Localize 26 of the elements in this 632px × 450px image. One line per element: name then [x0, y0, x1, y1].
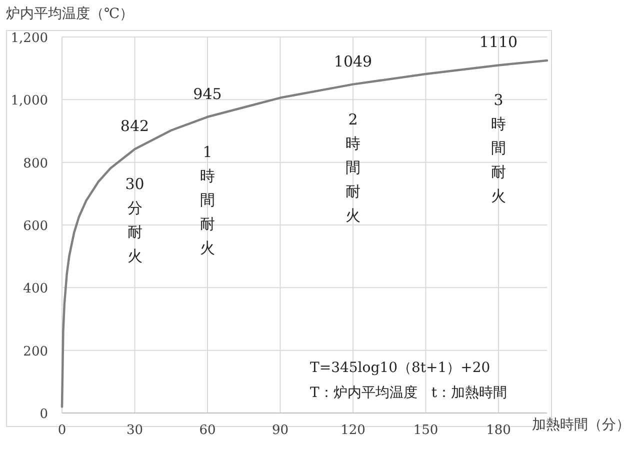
- annotation: 30分耐火: [125, 175, 144, 266]
- x-tick-label: 0: [58, 423, 66, 438]
- x-tick-label: 60: [199, 423, 216, 438]
- y-axis-title: 炉内平均温度（℃）: [6, 6, 134, 22]
- x-tick-label: 120: [340, 423, 366, 438]
- y-tick-label: 400: [23, 282, 48, 297]
- x-tick-label: 90: [272, 423, 289, 438]
- annotation: 1049: [334, 52, 372, 70]
- y-tick-label: 200: [23, 344, 48, 360]
- y-tick-label: 0: [40, 407, 48, 422]
- annotation: 3時間耐火: [491, 91, 506, 206]
- y-tick-label: 800: [23, 156, 48, 172]
- annotation: 2時間耐火: [346, 110, 360, 224]
- x-tick-label: 180: [486, 423, 511, 438]
- annotation: 945: [193, 84, 222, 103]
- annotation: T=345log10（8t+1）+20: [310, 360, 490, 376]
- annotation: 1110: [479, 33, 518, 52]
- x-tick-label: 150: [413, 423, 438, 438]
- annotation: 1時間耐火: [200, 142, 215, 257]
- x-tick-label: 30: [126, 423, 144, 438]
- x-axis-title: 加熱時間（分）: [532, 417, 630, 433]
- y-tick-label: 600: [23, 219, 48, 234]
- annotation: T：炉内平均温度 t：加熱時間: [310, 385, 507, 401]
- y-tick-label: 1,000: [10, 94, 48, 109]
- y-tick-label: 1,200: [10, 31, 48, 46]
- annotation: 842: [120, 117, 150, 136]
